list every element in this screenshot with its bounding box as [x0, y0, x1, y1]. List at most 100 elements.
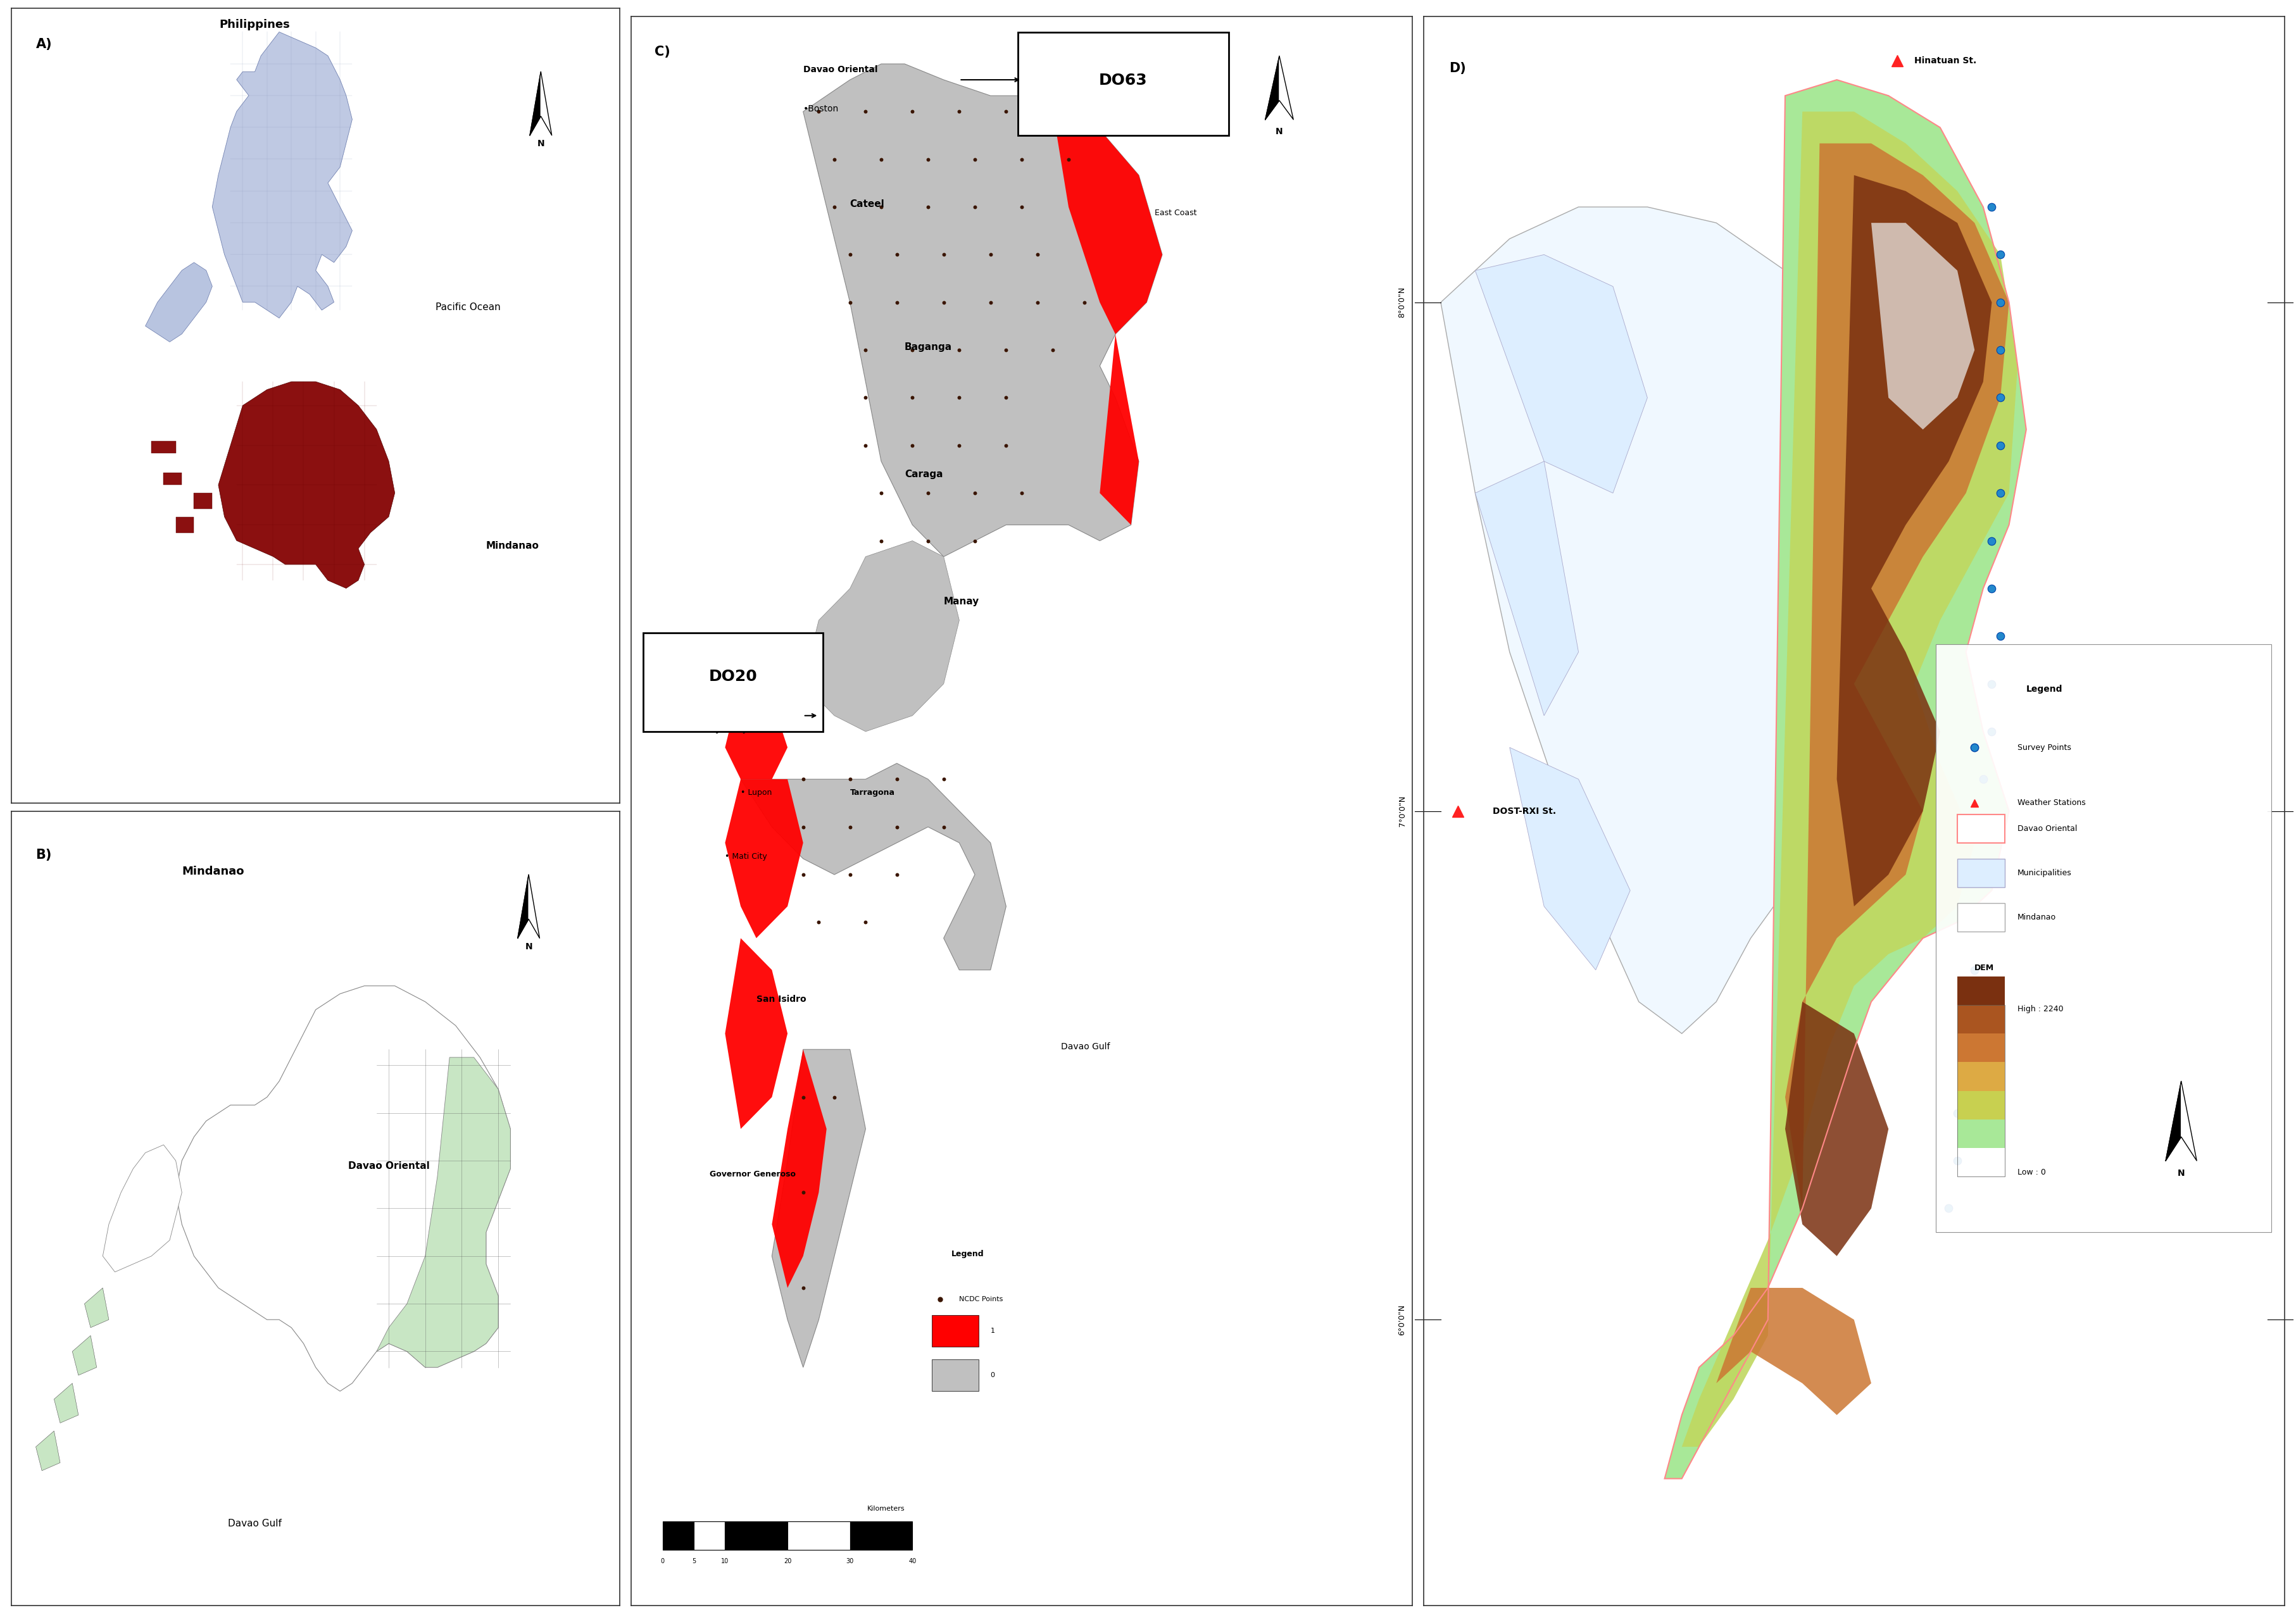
Point — [815, 146, 852, 172]
Text: Kilometers: Kilometers — [868, 1505, 905, 1512]
Point — [879, 814, 916, 840]
Polygon shape — [37, 1431, 60, 1471]
Polygon shape — [1442, 208, 1922, 1033]
Point — [925, 242, 962, 268]
Polygon shape — [152, 441, 177, 453]
Text: Caraga: Caraga — [905, 470, 944, 478]
Text: Davao Oriental: Davao Oriental — [2018, 824, 2078, 832]
Text: Manay: Manay — [944, 597, 980, 607]
Point — [863, 480, 900, 506]
Point — [815, 1083, 852, 1109]
Text: Tarragona: Tarragona — [850, 788, 895, 796]
Point — [1019, 289, 1056, 315]
Polygon shape — [517, 874, 528, 938]
Text: High : 2240: High : 2240 — [2018, 1006, 2064, 1014]
Polygon shape — [726, 779, 804, 938]
Bar — [1956, 976, 2004, 1006]
Polygon shape — [73, 1335, 96, 1375]
Point — [785, 814, 822, 840]
Text: 5: 5 — [691, 1557, 696, 1564]
Text: Davao Oriental: Davao Oriental — [349, 1161, 429, 1171]
Polygon shape — [1681, 112, 2018, 1447]
Polygon shape — [542, 71, 551, 135]
Text: N: N — [1277, 128, 1283, 136]
Text: • Mati City: • Mati City — [726, 852, 767, 861]
Polygon shape — [55, 1384, 78, 1422]
Bar — [932, 1315, 978, 1346]
Point — [1049, 146, 1086, 172]
Polygon shape — [726, 684, 788, 779]
Polygon shape — [177, 517, 193, 532]
Polygon shape — [1665, 79, 2025, 1479]
Polygon shape — [1837, 175, 1991, 907]
Point — [971, 242, 1008, 268]
FancyBboxPatch shape — [1936, 644, 2271, 1233]
Polygon shape — [726, 938, 788, 1129]
Point — [847, 384, 884, 410]
Text: Legend: Legend — [2025, 684, 2062, 694]
Bar — [1956, 1090, 2004, 1119]
Bar — [850, 1521, 912, 1551]
Point — [801, 910, 838, 936]
Text: 20: 20 — [783, 1557, 792, 1564]
Point — [831, 814, 868, 840]
Text: DO63: DO63 — [1100, 73, 1148, 88]
Point — [785, 1179, 822, 1205]
Bar — [1956, 1006, 2004, 1176]
Text: Low : 0: Low : 0 — [2018, 1168, 2046, 1176]
Polygon shape — [1054, 112, 1162, 334]
Polygon shape — [804, 540, 960, 732]
FancyBboxPatch shape — [1017, 32, 1228, 135]
Text: 1: 1 — [990, 1328, 994, 1333]
Text: DOST-RXI St.: DOST-RXI St. — [1492, 806, 1557, 816]
Polygon shape — [377, 1058, 510, 1367]
Polygon shape — [1715, 1288, 1871, 1414]
Bar — [1956, 1062, 2004, 1090]
Text: Davao Oriental: Davao Oriental — [804, 65, 877, 73]
Point — [801, 99, 838, 125]
Text: Banaybanay: Banaybanay — [693, 725, 748, 733]
Polygon shape — [1786, 143, 2009, 1208]
Text: Mindanao: Mindanao — [181, 866, 243, 878]
Point — [957, 527, 994, 553]
Text: Hinatuan St.: Hinatuan St. — [1915, 57, 1977, 65]
Text: Governor Generoso: Governor Generoso — [709, 1169, 794, 1179]
Point — [847, 99, 884, 125]
Point — [1035, 337, 1072, 363]
Text: DEM: DEM — [1975, 963, 1995, 972]
Text: 0: 0 — [990, 1372, 994, 1379]
Text: East Coast: East Coast — [1155, 209, 1196, 217]
Point — [941, 337, 978, 363]
Point — [925, 814, 962, 840]
Point — [909, 146, 946, 172]
Point — [971, 289, 1008, 315]
Text: Davao Gulf: Davao Gulf — [227, 1518, 282, 1528]
Polygon shape — [1508, 748, 1630, 970]
Point — [831, 766, 868, 792]
Bar — [1956, 1033, 2004, 1062]
FancyBboxPatch shape — [909, 1233, 1322, 1455]
Point — [815, 195, 852, 221]
Text: A): A) — [37, 37, 53, 50]
Point — [957, 195, 994, 221]
Polygon shape — [530, 71, 542, 135]
Polygon shape — [1265, 55, 1279, 120]
Point — [1065, 289, 1102, 315]
Point — [925, 766, 962, 792]
Point — [863, 195, 900, 221]
Point — [909, 480, 946, 506]
Polygon shape — [145, 263, 211, 342]
Bar — [1956, 814, 2004, 843]
Polygon shape — [1871, 222, 1975, 430]
Polygon shape — [2165, 1082, 2181, 1161]
Text: N: N — [537, 139, 544, 148]
Text: 30: 30 — [847, 1557, 854, 1564]
Text: Philippines: Philippines — [220, 19, 289, 31]
Point — [987, 384, 1024, 410]
Bar — [693, 1521, 726, 1551]
Point — [909, 195, 946, 221]
Text: •Boston: •Boston — [804, 105, 838, 114]
Polygon shape — [771, 1049, 827, 1288]
Bar — [664, 1521, 693, 1551]
Point — [941, 99, 978, 125]
